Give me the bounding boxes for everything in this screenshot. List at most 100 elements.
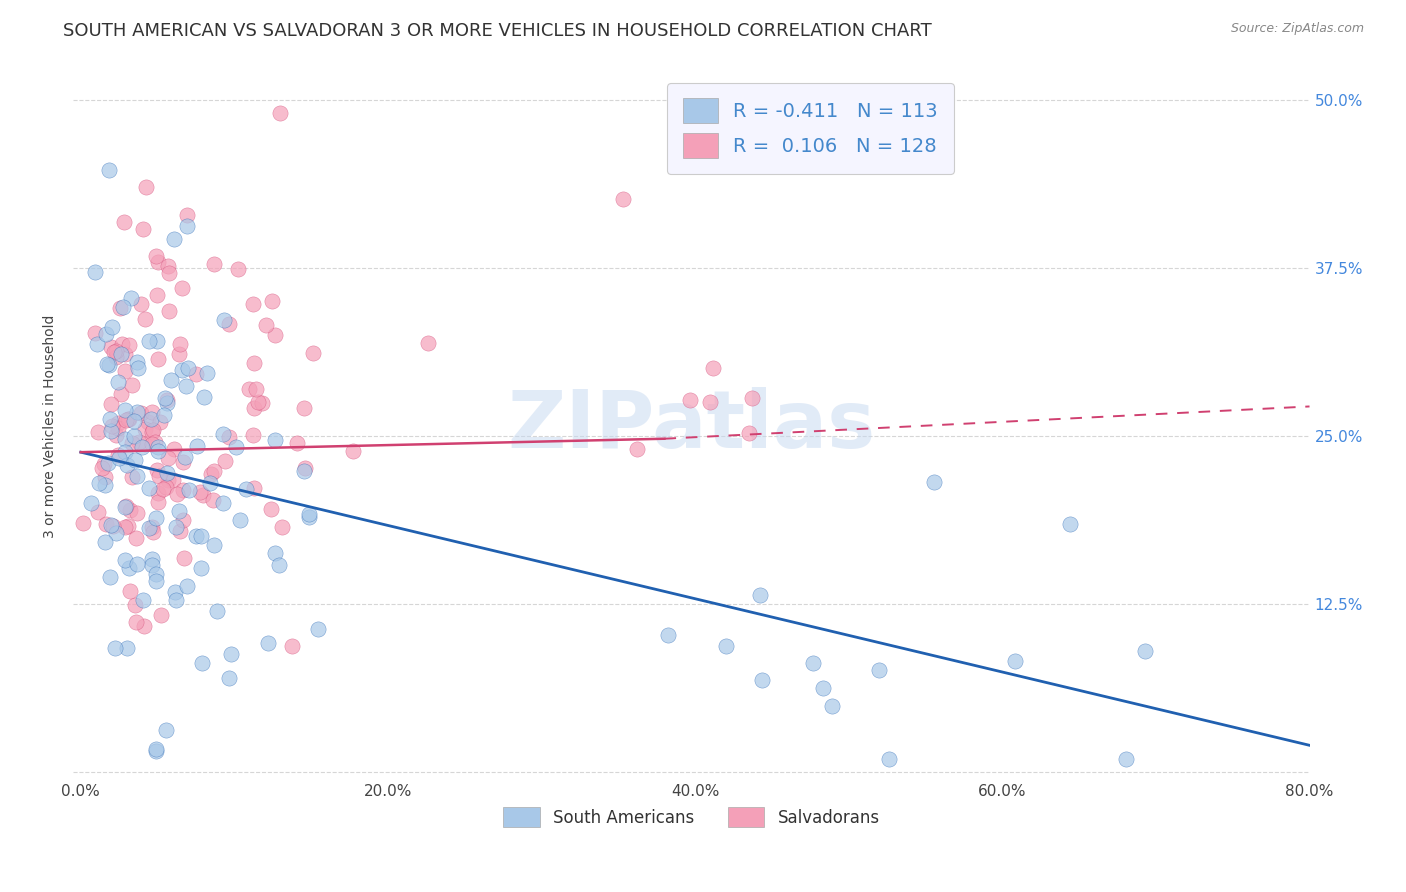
Point: [124, 429, 146, 443]
Point: [271, 520, 294, 534]
Point: [163, 231, 186, 245]
Point: [163, 585, 186, 599]
Point: [145, 744, 167, 758]
Point: [94, 470, 117, 484]
Point: [202, 257, 225, 271]
Point: [114, 520, 136, 534]
Point: [134, 436, 156, 450]
Point: [226, 262, 249, 277]
Point: [243, 401, 266, 415]
Point: [156, 393, 179, 408]
Point: [157, 303, 180, 318]
Point: [741, 391, 763, 405]
Point: [152, 482, 174, 496]
Point: [118, 560, 141, 574]
Point: [156, 466, 179, 480]
Point: [212, 313, 235, 327]
Point: [170, 363, 193, 377]
Point: [342, 444, 364, 458]
Point: [124, 453, 146, 467]
Point: [202, 538, 225, 552]
Point: [174, 450, 197, 464]
Point: [107, 448, 129, 462]
Point: [200, 467, 222, 481]
Point: [190, 529, 212, 543]
Point: [242, 297, 264, 311]
Text: Source: ZipAtlas.com: Source: ZipAtlas.com: [1230, 22, 1364, 36]
Point: [125, 469, 148, 483]
Point: [124, 414, 146, 428]
Point: [195, 366, 218, 380]
Point: [136, 415, 159, 429]
Point: [87, 475, 110, 490]
Point: [138, 521, 160, 535]
Point: [156, 395, 179, 409]
Point: [156, 451, 179, 466]
Legend: South Americans, Salvadorans: South Americans, Salvadorans: [496, 800, 886, 834]
Point: [120, 291, 142, 305]
Point: [214, 454, 236, 468]
Point: [117, 458, 139, 472]
Point: [141, 558, 163, 572]
Point: [156, 259, 179, 273]
Point: [86, 505, 108, 519]
Point: [738, 425, 761, 440]
Point: [242, 356, 264, 370]
Point: [100, 424, 122, 438]
Point: [111, 336, 134, 351]
Point: [186, 529, 208, 543]
Point: [146, 495, 169, 509]
Point: [238, 382, 260, 396]
Point: [193, 390, 215, 404]
Point: [125, 405, 148, 419]
Point: [138, 481, 160, 495]
Point: [152, 409, 174, 423]
Point: [98, 570, 121, 584]
Point: [146, 334, 169, 348]
Point: [121, 436, 143, 450]
Point: [243, 481, 266, 495]
Point: [292, 401, 315, 415]
Point: [264, 546, 287, 560]
Point: [177, 361, 200, 376]
Point: [138, 334, 160, 349]
Point: [86, 337, 108, 351]
Point: [96, 456, 118, 470]
Point: [245, 382, 267, 396]
Point: [167, 347, 190, 361]
Point: [114, 432, 136, 446]
Point: [218, 430, 240, 444]
Point: [141, 425, 163, 439]
Point: [141, 405, 163, 419]
Point: [80, 496, 103, 510]
Point: [302, 346, 325, 360]
Point: [127, 506, 149, 520]
Point: [149, 415, 172, 429]
Point: [114, 403, 136, 417]
Point: [114, 445, 136, 459]
Point: [269, 106, 291, 120]
Point: [141, 437, 163, 451]
Point: [132, 222, 155, 236]
Point: [1059, 516, 1081, 531]
Point: [163, 442, 186, 456]
Point: [157, 473, 180, 487]
Point: [165, 520, 187, 534]
Point: [160, 373, 183, 387]
Point: [166, 593, 188, 607]
Point: [146, 440, 169, 454]
Point: [107, 375, 129, 389]
Point: [176, 219, 198, 233]
Point: [821, 699, 844, 714]
Point: [101, 319, 124, 334]
Point: [100, 396, 122, 410]
Point: [269, 558, 291, 572]
Point: [145, 742, 167, 756]
Point: [176, 378, 198, 392]
Point: [93, 535, 115, 549]
Point: [264, 433, 287, 447]
Point: [172, 455, 194, 469]
Point: [118, 503, 141, 517]
Point: [702, 361, 724, 376]
Point: [117, 411, 139, 425]
